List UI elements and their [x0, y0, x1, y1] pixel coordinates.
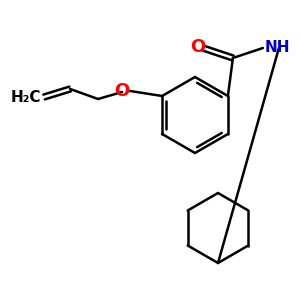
Text: O: O [190, 38, 206, 56]
Text: O: O [114, 82, 129, 100]
Text: NH: NH [265, 40, 290, 56]
Text: H₂C: H₂C [11, 91, 41, 106]
